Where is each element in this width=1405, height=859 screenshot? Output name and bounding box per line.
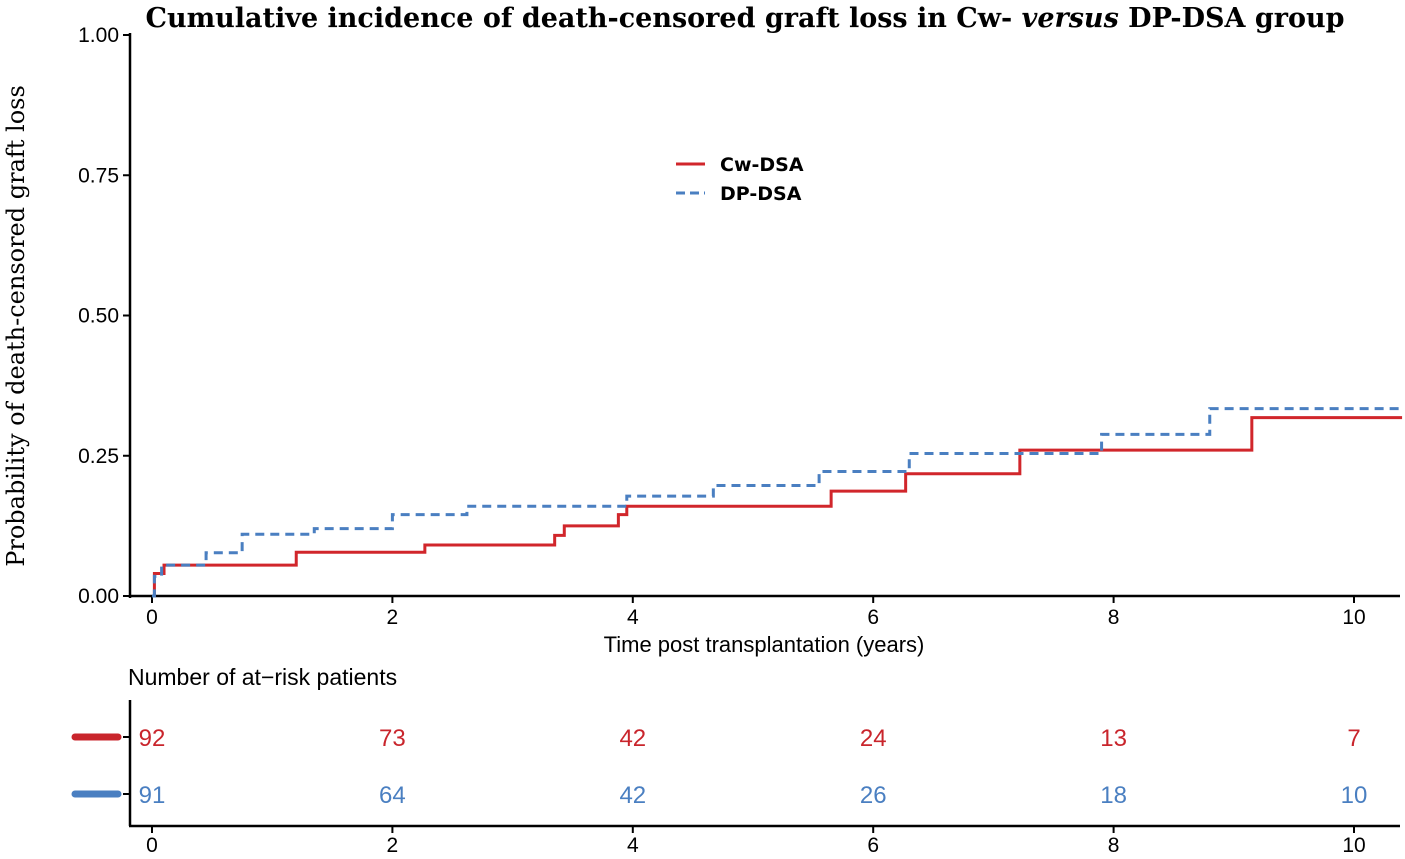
risk-table: 92 73 42 24 13 791 64 42 26 18 100 2 4 6 8 10 [71, 700, 1400, 857]
y-tick-label: 0.50 [78, 305, 119, 328]
chart-title: Cumulative incidence of death-censored g… [145, 3, 1344, 34]
legend-label: Cw-DSA [720, 154, 804, 176]
x-tick-label: 10 [1342, 606, 1365, 629]
series-line-cw-dsa [152, 416, 1403, 598]
risk-x-tick-label: 10 [1342, 834, 1365, 857]
risk-value: 7 [1347, 725, 1360, 752]
x-axis-label: Time post transplantation (years) [604, 632, 925, 657]
x-tick-label: 6 [867, 606, 879, 629]
risk-x-tick-label: 8 [1108, 834, 1120, 857]
series-line-dp-dsa [152, 407, 1403, 598]
risk-value: 10 [1341, 782, 1368, 809]
legend-label: DP-DSA [720, 183, 802, 205]
chart-title-part-1: Cumulative incidence of death-censored g… [145, 3, 1021, 34]
x-tick-label: 2 [387, 606, 399, 629]
x-tick-label: 0 [146, 606, 158, 629]
legend: Cw-DSA DP-DSA [676, 154, 804, 205]
risk-x-tick-label: 2 [387, 834, 399, 857]
risk-value: 73 [379, 725, 406, 752]
main-plot: 0.00 0.25 0.50 0.75 1.00 0 2 4 6 8 10 [78, 24, 1403, 629]
risk-table-title: Number of at−risk patients [128, 664, 397, 690]
risk-value: 42 [619, 725, 646, 752]
risk-value: 64 [379, 782, 406, 809]
risk-value: 13 [1100, 725, 1127, 752]
x-tick-label: 4 [627, 606, 639, 629]
risk-value: 42 [619, 782, 646, 809]
risk-x-tick-label: 0 [146, 834, 158, 857]
chart-title-part-3: DP-DSA group [1119, 3, 1345, 34]
risk-value: 18 [1100, 782, 1127, 809]
risk-value: 26 [860, 782, 887, 809]
risk-value: 92 [139, 725, 166, 752]
y-axis-label: Probability of death-censored graft loss [2, 85, 30, 567]
x-tick-label: 8 [1108, 606, 1120, 629]
risk-x-tick-label: 4 [627, 834, 639, 857]
y-tick-label: 0.25 [78, 445, 119, 468]
y-tick-label: 1.00 [78, 24, 119, 47]
risk-value: 91 [139, 782, 166, 809]
chart-title-part-2: versus [1022, 3, 1119, 34]
risk-x-tick-label: 6 [867, 834, 879, 857]
y-tick-label: 0.75 [78, 164, 119, 187]
risk-value: 24 [860, 725, 887, 752]
y-tick-label: 0.00 [78, 585, 119, 608]
